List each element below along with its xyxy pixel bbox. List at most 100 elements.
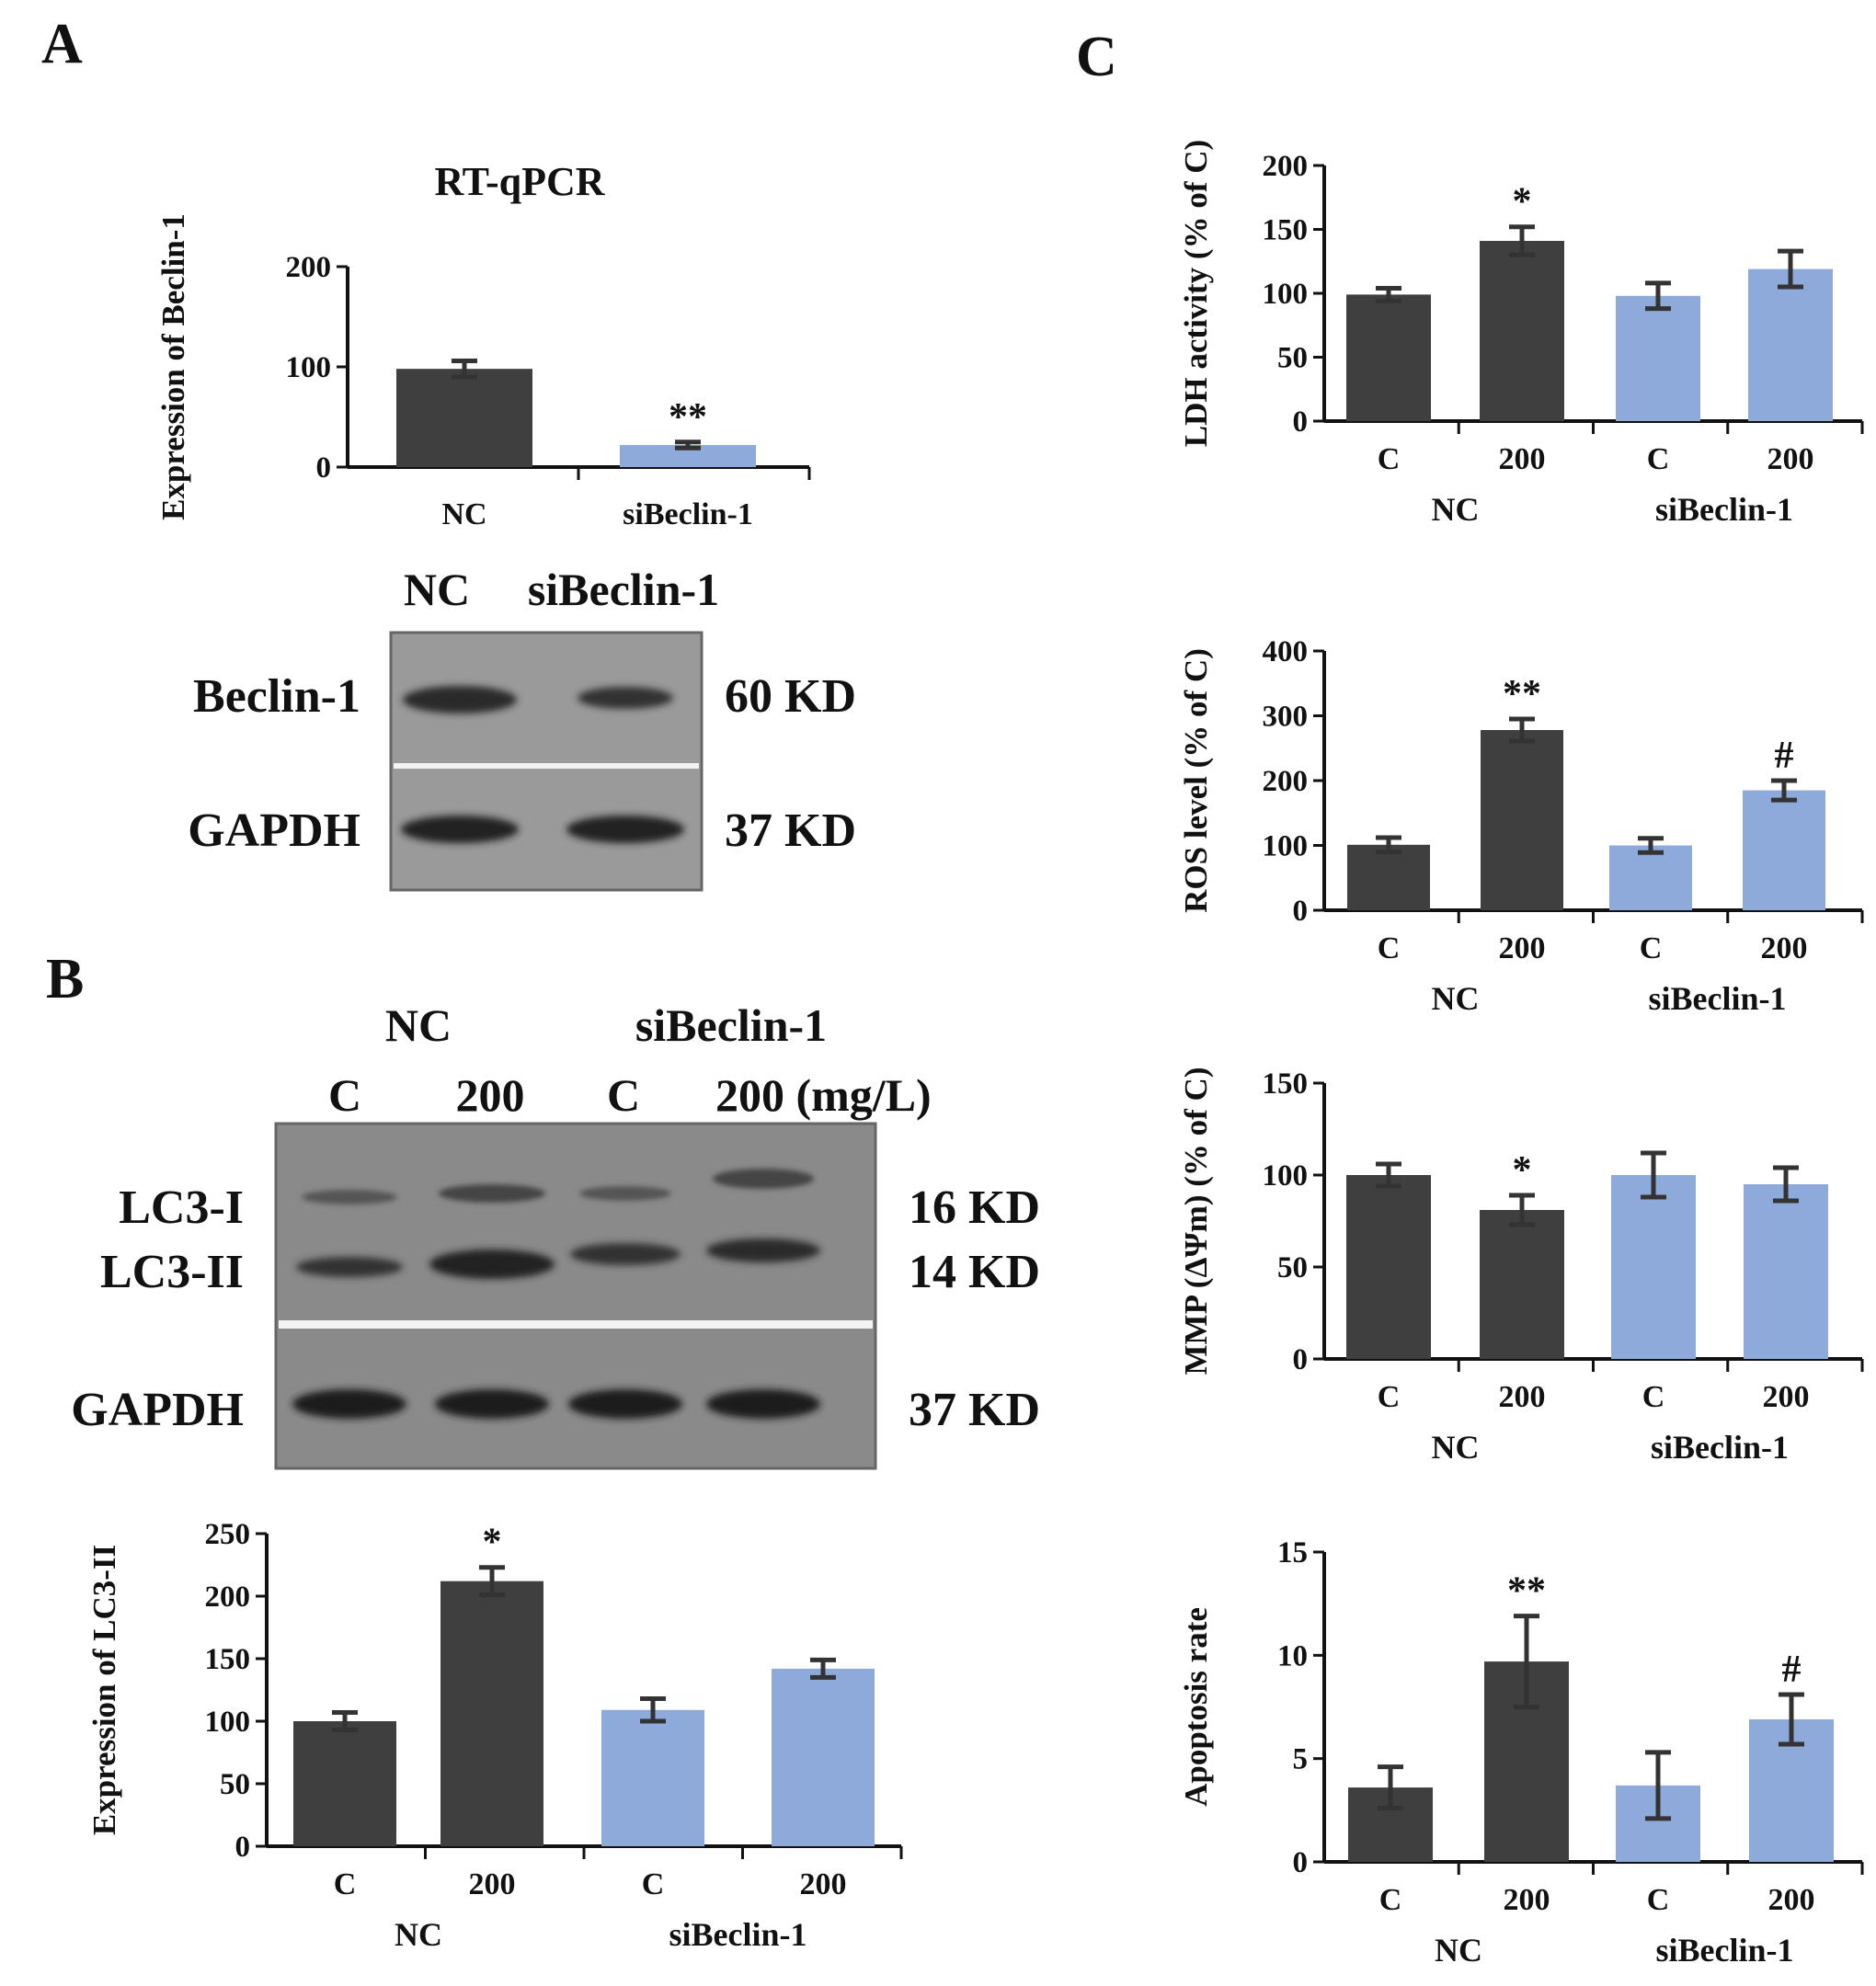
category-label: 200 (1504, 1883, 1550, 1917)
significance-label: ** (669, 396, 707, 439)
chart-b-lc3: 0 50 100 150 200 250 C * 200 C 200 NC siBeclin-1 Expr… (86, 1518, 903, 1953)
group-label: NC (1432, 491, 1480, 528)
category-label: C (1647, 442, 1670, 476)
y-axis-label: Apoptosis rate (1178, 1607, 1214, 1807)
category-label: 200 (1767, 442, 1814, 476)
bar (1480, 1210, 1564, 1359)
chart-c-mmp: 0 50 100 150 C * 200 C 200 NC siBeclin-1 MMP (ΔΨm) … (1178, 1067, 1864, 1466)
blot-a-header-nc: NC (404, 564, 470, 615)
significance-label: ** (1507, 1570, 1546, 1613)
y-axis-label: LDH activity (% of C) (1178, 140, 1214, 447)
y-axis-label: MMP (ΔΨm) (% of C) (1178, 1067, 1214, 1375)
y-axis-label: Expression of Beclin-1 (155, 213, 191, 520)
blot-b-label-lc3ii: LC3-II (100, 1246, 244, 1298)
category-label: siBeclin-1 (623, 497, 753, 531)
blot-a-divider (394, 763, 699, 769)
blot-b-size-lc3ii: 14 KD (909, 1246, 1040, 1298)
y-tick-label: 200 (1263, 150, 1309, 183)
blot-b-band-lc3ii-1 (296, 1257, 403, 1277)
blot-a-band-beclin-si (578, 687, 673, 709)
blot-a-membrane (389, 631, 704, 892)
panel-letter-b: B (46, 948, 84, 1010)
group-label: siBeclin-1 (1655, 491, 1793, 528)
significance-label: * (483, 1522, 502, 1564)
group-label: NC (1432, 1429, 1480, 1466)
category-label: NC (441, 497, 486, 531)
blot-b-band-gapdh-1 (292, 1389, 406, 1419)
blot-b-divider (279, 1320, 873, 1329)
blot-b-group-nc: NC (385, 999, 452, 1051)
blot-a-label-beclin: Beclin-1 (193, 670, 360, 723)
y-tick-label: 100 (1263, 278, 1309, 311)
significance-label: ** (1503, 673, 1541, 715)
bar (1346, 294, 1431, 421)
category-label: 200 (1499, 1380, 1546, 1414)
bar (1616, 295, 1700, 421)
category-label: 200 (1499, 442, 1546, 476)
blot-b: NC siBeclin-1 C 200 C 200 (mg/L) LC3-I L… (71, 999, 1040, 1470)
blot-a: NC siBeclin-1 Beclin-1 GAPDH 60 KD 37 KD (188, 564, 856, 892)
y-tick-label: 150 (205, 1643, 251, 1676)
blot-b-band-lc3i-2 (439, 1184, 545, 1203)
y-tick-label: 0 (1293, 1846, 1309, 1879)
group-label: siBeclin-1 (1649, 980, 1787, 1017)
bar (1743, 790, 1825, 910)
blot-b-lane-4: 200 (mg/L) (715, 1069, 932, 1121)
bar (1347, 844, 1430, 910)
category-label: C (334, 1867, 357, 1901)
category-label: C (1642, 1380, 1665, 1414)
panel-letter-a: A (41, 13, 83, 75)
y-tick-label: 0 (316, 451, 332, 485)
group-label: siBeclin-1 (1656, 1932, 1794, 1969)
y-tick-label: 100 (1263, 830, 1309, 863)
blot-a-size-beclin: 60 KD (725, 670, 856, 723)
category-label: C (1378, 931, 1401, 965)
y-tick-label: 300 (1263, 701, 1309, 734)
y-tick-label: 200 (286, 251, 332, 284)
y-axis-label: ROS level (% of C) (1178, 648, 1214, 913)
category-label: C (1379, 1883, 1402, 1917)
y-tick-label: 10 (1277, 1639, 1308, 1672)
blot-b-band-lc3ii-3 (570, 1243, 681, 1265)
y-tick-label: 0 (1293, 1343, 1309, 1376)
y-tick-label: 200 (1263, 765, 1309, 798)
blot-b-band-gapdh-2 (435, 1389, 549, 1419)
blot-a-band-gapdh-si (566, 816, 684, 843)
y-tick-label: 50 (1277, 1251, 1308, 1284)
y-tick-label: 0 (1293, 405, 1309, 439)
y-tick-label: 15 (1277, 1536, 1308, 1569)
blot-b-band-gapdh-3 (568, 1389, 682, 1419)
blot-b-band-lc3i-4 (713, 1169, 814, 1189)
bar (772, 1668, 875, 1846)
blot-b-label-gapdh: GAPDH (71, 1384, 244, 1436)
category-label: C (1647, 1883, 1670, 1917)
bar (620, 445, 756, 467)
significance-label: * (1513, 181, 1532, 223)
blot-b-band-lc3ii-4 (706, 1238, 820, 1262)
y-tick-label: 150 (1263, 214, 1309, 247)
chart-c-ros: 0 100 200 300 400 C ** 200 C #200 NC siBeclin-1 ROS … (1178, 635, 1864, 1017)
y-tick-label: 100 (1263, 1159, 1309, 1193)
bar (440, 1581, 543, 1846)
blot-b-band-lc3i-3 (579, 1186, 671, 1201)
category-label: 200 (1761, 931, 1808, 965)
y-tick-label: 5 (1293, 1743, 1309, 1776)
blot-a-header-sibeclin: siBeclin-1 (528, 564, 719, 615)
chart-c-ldh: 0 50 100 150 200 C * 200 C 200 NC siBeclin-1 LDH act… (1178, 140, 1864, 528)
blot-b-band-lc3i-1 (302, 1190, 397, 1204)
y-tick-label: 200 (205, 1581, 251, 1614)
panel-letter-c: C (1076, 26, 1117, 88)
y-tick-label: 0 (1293, 895, 1309, 928)
group-label: NC (395, 1916, 442, 1953)
bar (396, 369, 532, 467)
blot-b-lane-2: 200 (456, 1069, 525, 1121)
category-label: C (1640, 931, 1663, 965)
blot-b-lane-3: C (607, 1069, 640, 1121)
category-label: C (642, 1867, 665, 1901)
bar (1481, 730, 1563, 910)
category-label: C (1378, 442, 1401, 476)
bar (1609, 845, 1692, 910)
significance-label: # (1775, 735, 1794, 777)
category-label: 200 (469, 1867, 516, 1901)
